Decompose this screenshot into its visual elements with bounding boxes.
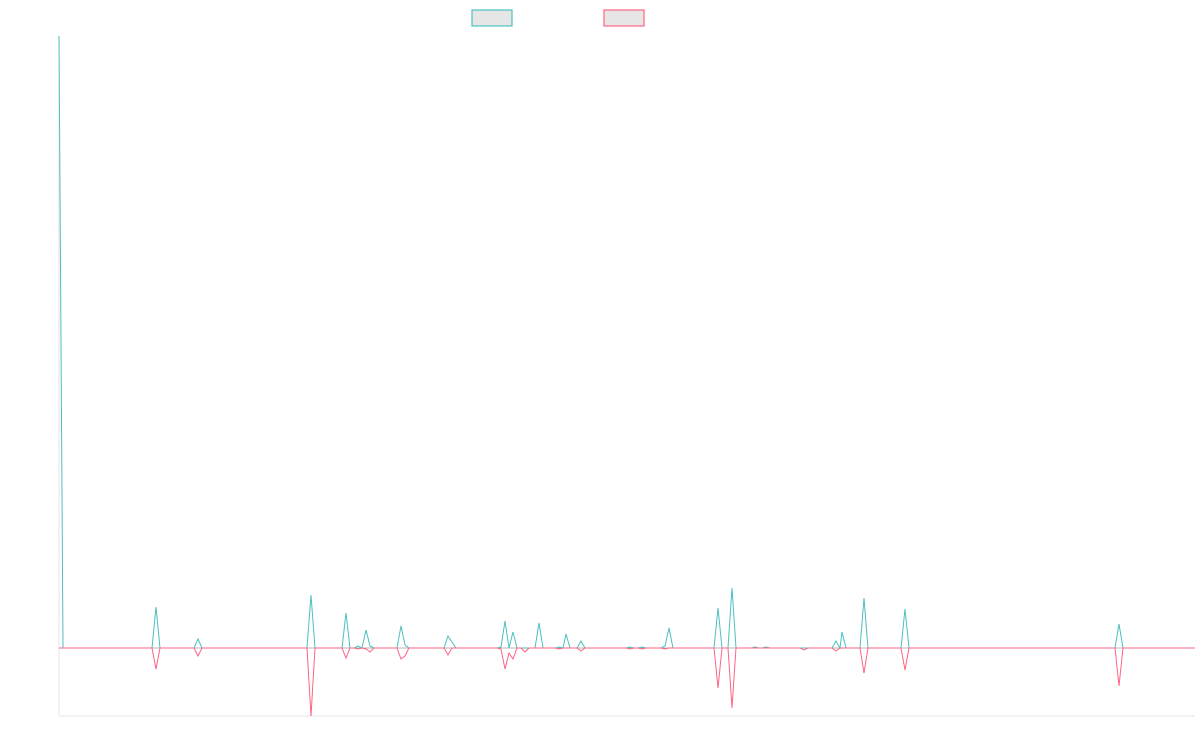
plot-area [58, 35, 1195, 717]
legend-swatch-2[interactable] [603, 9, 645, 27]
series-line-2 [59, 647, 1195, 717]
legend-swatch-1[interactable] [471, 9, 513, 27]
legend [471, 9, 645, 27]
series-line-1 [58, 35, 1195, 650]
